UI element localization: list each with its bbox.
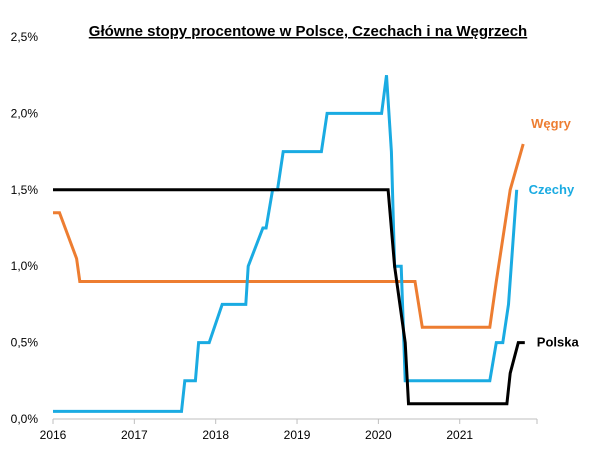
series-label-2: Węgry — [531, 116, 572, 131]
y-tick-label: 2,0% — [11, 106, 39, 120]
x-axis: 2016 2017 2018 2019 2020 2021 — [40, 418, 538, 442]
plot-area — [53, 75, 525, 413]
y-axis: 0,0% 0,5% 1,0% 1,5% 2,0% 2,5% — [11, 30, 39, 426]
y-tick-label: 0,0% — [11, 412, 39, 426]
series-label-1: Czechy — [529, 182, 575, 197]
y-tick-label: 1,5% — [11, 183, 39, 197]
y-tick-label: 2,5% — [11, 30, 39, 44]
y-tick-label: 0,5% — [11, 336, 39, 350]
chart-title: Główne stopy procentowe w Polsce, Czecha… — [89, 23, 527, 40]
x-tick-label: 2021 — [446, 428, 473, 442]
series-line-1 — [53, 75, 519, 413]
x-tick-label: 2020 — [365, 428, 392, 442]
series-labels: Polska Czechy Węgry — [529, 116, 580, 350]
x-tick-label: 2017 — [121, 428, 148, 442]
x-tick-label: 2018 — [202, 428, 229, 442]
series-line-2 — [53, 143, 525, 329]
series-label-0: Polska — [537, 335, 580, 350]
series-line-0 — [53, 188, 525, 406]
y-tick-label: 1,0% — [11, 259, 39, 273]
x-tick-label: 2016 — [40, 428, 67, 442]
x-tick-label: 2019 — [284, 428, 311, 442]
